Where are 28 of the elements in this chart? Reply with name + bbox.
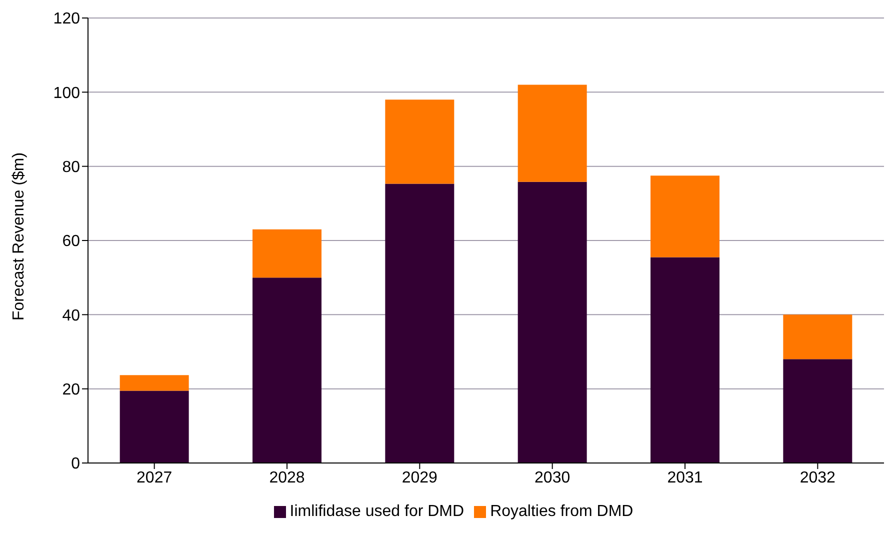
bar — [650, 257, 720, 463]
bar — [252, 278, 322, 463]
bar — [120, 375, 189, 391]
bar — [385, 184, 454, 463]
x-tick-label: 2027 — [136, 469, 172, 486]
x-tick-label: 2028 — [269, 469, 305, 486]
y-tick-label: 40 — [62, 307, 80, 324]
bar — [650, 176, 720, 258]
y-tick-label: 20 — [62, 382, 80, 399]
legend-label: Royalties from DMD — [490, 503, 634, 520]
x-tick-label: 2031 — [667, 469, 703, 486]
x-tick-label: 2032 — [800, 469, 836, 486]
y-tick-label: 60 — [62, 233, 80, 250]
y-tick-label: 80 — [62, 159, 80, 176]
legend-label: Iimlifidase used for DMD — [290, 503, 464, 520]
x-tick-label: 2030 — [534, 469, 570, 486]
bar — [518, 84, 587, 182]
y-axis-title: Forecast Revenue ($m) — [10, 152, 28, 320]
bar — [385, 100, 454, 184]
bar — [783, 359, 852, 463]
x-tick-label: 2029 — [402, 469, 438, 486]
bar — [783, 314, 852, 360]
y-tick-label: 100 — [53, 84, 80, 102]
bar — [252, 229, 322, 278]
y-tick-label: 0 — [71, 456, 80, 473]
bar — [120, 390, 189, 463]
bar — [518, 182, 587, 463]
y-tick-label: 120 — [53, 10, 80, 28]
